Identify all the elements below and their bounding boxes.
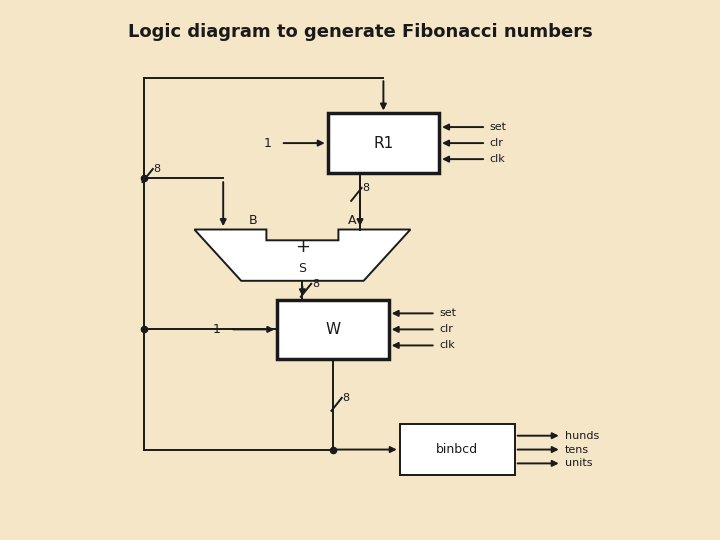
Text: Logic diagram to generate Fibonacci numbers: Logic diagram to generate Fibonacci numb… xyxy=(127,23,593,42)
Text: 1: 1 xyxy=(213,323,221,336)
Text: +: + xyxy=(295,238,310,256)
Text: W: W xyxy=(325,322,341,337)
Text: 8: 8 xyxy=(362,183,369,193)
Text: clr: clr xyxy=(490,138,503,148)
Text: clr: clr xyxy=(439,325,453,334)
Text: binbcd: binbcd xyxy=(436,443,478,456)
Text: A: A xyxy=(348,214,356,227)
FancyBboxPatch shape xyxy=(328,113,439,173)
Text: clk: clk xyxy=(490,154,505,164)
Text: clk: clk xyxy=(439,340,455,350)
Text: hunds: hunds xyxy=(565,431,600,441)
Polygon shape xyxy=(194,230,410,281)
Text: B: B xyxy=(248,214,257,227)
Text: units: units xyxy=(565,458,593,468)
Text: tens: tens xyxy=(565,444,590,455)
FancyBboxPatch shape xyxy=(400,424,515,475)
Text: R1: R1 xyxy=(373,136,394,151)
Text: 1: 1 xyxy=(264,137,271,150)
Text: S: S xyxy=(298,262,307,275)
Text: 8: 8 xyxy=(312,279,319,289)
Text: 8: 8 xyxy=(343,393,350,403)
Text: 8: 8 xyxy=(153,164,161,174)
Text: set: set xyxy=(439,308,456,319)
FancyBboxPatch shape xyxy=(277,300,389,359)
Text: set: set xyxy=(490,122,507,132)
